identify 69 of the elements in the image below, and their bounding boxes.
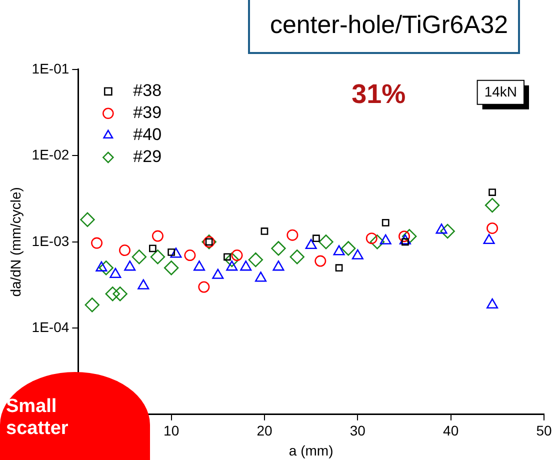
point	[260, 228, 268, 235]
point	[149, 244, 156, 252]
point	[312, 234, 320, 242]
point	[138, 279, 150, 290]
text: Small scatter	[6, 396, 70, 440]
point	[194, 260, 206, 271]
point	[318, 234, 334, 250]
x-tick-label: 30	[350, 422, 366, 439]
point	[486, 298, 498, 309]
x-tick-label: 10	[164, 422, 180, 439]
y-tick-label: 1E-04	[32, 319, 70, 336]
point	[110, 268, 122, 278]
point	[370, 234, 385, 250]
point	[255, 272, 267, 282]
point	[286, 229, 298, 241]
chart-title: center-hole/TiGr6A32	[248, 0, 520, 54]
point	[380, 234, 392, 244]
point	[80, 212, 95, 228]
point	[118, 244, 130, 256]
point	[402, 228, 417, 244]
point	[335, 264, 343, 272]
point	[240, 260, 252, 271]
point	[112, 286, 128, 302]
point	[168, 248, 176, 256]
point	[248, 252, 263, 268]
point	[152, 230, 164, 242]
point	[150, 250, 166, 264]
point	[290, 250, 304, 264]
y-tick-label: 1E-01	[32, 60, 70, 76]
x-axis-title: a (mm)	[288, 442, 334, 458]
y-axis-title: da/dN (mm/cycle)	[7, 187, 24, 297]
point	[198, 281, 210, 293]
point	[436, 224, 448, 234]
legend-label: #39	[133, 103, 162, 122]
legend-label: #40	[133, 125, 162, 144]
point	[483, 234, 495, 244]
legend-label: #38	[133, 81, 162, 100]
point	[484, 198, 500, 213]
point	[340, 241, 356, 256]
legend-label: #29	[133, 147, 162, 166]
point	[184, 250, 196, 262]
point	[272, 260, 284, 271]
point	[84, 298, 100, 312]
point	[212, 268, 224, 279]
point	[382, 219, 390, 226]
point	[132, 250, 147, 264]
x-tick-label: 20	[256, 422, 272, 439]
y-tick-label: 1E-03	[32, 232, 70, 249]
x-tick-label: 40	[443, 422, 459, 439]
point	[98, 260, 114, 276]
point	[305, 238, 317, 250]
point	[164, 260, 179, 276]
point	[124, 260, 136, 271]
point	[105, 286, 120, 302]
point	[170, 248, 182, 258]
annotation: 31%	[352, 78, 406, 109]
annotation: 14kN	[484, 83, 518, 100]
x-tick-label: 50	[536, 422, 552, 439]
point	[440, 224, 455, 239]
point	[352, 249, 364, 260]
point	[314, 255, 326, 267]
point	[224, 253, 231, 261]
point	[271, 241, 286, 256]
y-tick-label: 1E-02	[32, 146, 70, 163]
point	[333, 245, 345, 256]
point	[486, 222, 498, 234]
point	[91, 237, 103, 249]
point	[488, 188, 496, 196]
point	[224, 252, 240, 268]
